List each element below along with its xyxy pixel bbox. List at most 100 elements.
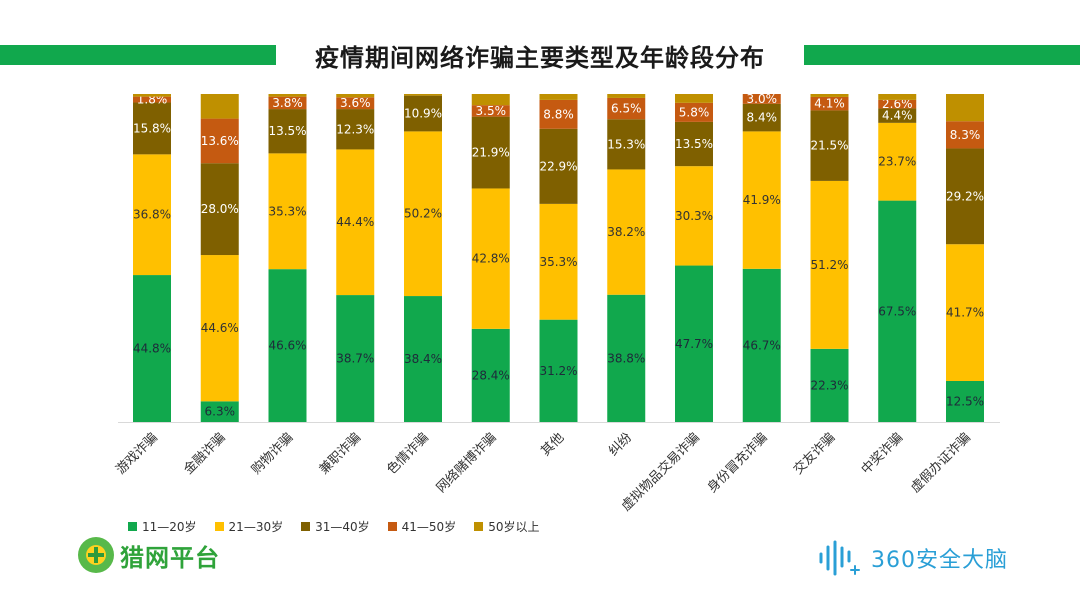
data-label: 38.2% [607, 225, 645, 239]
data-label: 46.7% [743, 338, 781, 352]
bar-segment [607, 97, 646, 120]
bar-segment [878, 200, 917, 422]
bar-segment [133, 94, 171, 97]
legend-label: 50岁以上 [488, 519, 540, 534]
category-label: 纠纷 [606, 430, 635, 459]
legend-swatch [128, 521, 137, 531]
bar-segment [471, 116, 510, 189]
bar-segment [946, 148, 984, 245]
stacked-bar-chart: 44.8%36.8%15.8%1.8%游戏诈骗6.3%44.6%28.0%13.… [113, 94, 1000, 515]
legend-label: 41—50岁 [401, 519, 457, 534]
bar-segment [946, 121, 984, 149]
bar-segment [675, 166, 713, 266]
data-label: 38.4% [404, 352, 442, 366]
data-label: 8.4% [747, 111, 778, 125]
bar-segment [878, 94, 917, 100]
bar-segment [133, 275, 171, 422]
bar-segment [607, 169, 646, 295]
data-label: 28.4% [472, 368, 510, 382]
data-label: 8.8% [543, 107, 574, 121]
bar-segment [471, 328, 510, 422]
data-label: 44.6% [201, 321, 239, 335]
bar-segment [336, 97, 375, 110]
data-label: 4.4% [882, 109, 913, 123]
data-label: 5.8% [679, 105, 710, 119]
bar-segment [946, 94, 984, 122]
bar-segment [810, 348, 849, 422]
bar-segment [539, 319, 578, 422]
data-label: 2.6% [882, 97, 913, 111]
data-label: 4.1% [814, 97, 845, 111]
bar-segment [539, 203, 578, 320]
category-label: 购物诈骗 [248, 430, 296, 478]
bar-segment [607, 94, 646, 98]
data-label: 46.6% [268, 339, 306, 353]
title-bar-left [0, 45, 276, 65]
data-label: 44.4% [336, 215, 374, 229]
data-label: 3.8% [272, 96, 303, 110]
bar-segment [133, 154, 171, 276]
data-label: 3.5% [476, 104, 507, 118]
bar-segment [878, 108, 917, 123]
bar-segment [200, 255, 239, 402]
bar-segment [742, 94, 781, 104]
bar-segment [742, 103, 781, 132]
bar-segment [539, 128, 578, 204]
bar-segment [336, 109, 375, 150]
category-label: 虚假办证诈骗 [908, 430, 974, 496]
legend-item: 21—30岁 [214, 518, 284, 535]
data-label: 23.7% [878, 155, 916, 169]
bar-segment [878, 99, 917, 109]
bar-segment [946, 244, 984, 381]
bar-segment [133, 96, 171, 103]
bar-segment [404, 131, 442, 297]
data-label: 6.5% [611, 102, 642, 116]
bar-segment [607, 119, 646, 170]
bar-segment [742, 131, 781, 269]
bar-segment [810, 180, 849, 349]
data-label: 50.2% [404, 207, 442, 221]
bar-segment [268, 269, 307, 422]
bar-segment [336, 295, 375, 422]
data-label: 29.2% [946, 189, 984, 203]
data-label: 42.8% [472, 252, 510, 266]
bar-segment [810, 110, 849, 181]
category-label: 色情诈骗 [384, 430, 432, 478]
legend-swatch [301, 521, 311, 531]
bar-segment [471, 188, 510, 329]
liewang-logo: 猎网平台 [78, 537, 220, 573]
bar-segment [810, 94, 849, 97]
bar-segment [336, 149, 375, 296]
data-label: 13.5% [675, 137, 713, 151]
data-label: 12.3% [336, 122, 374, 136]
bar-segment [675, 265, 713, 422]
data-label: 35.3% [539, 255, 577, 269]
category-label: 交友诈骗 [790, 430, 838, 478]
data-label: 31.2% [539, 364, 577, 378]
bar-segment [200, 401, 239, 422]
legend-swatch [474, 521, 484, 531]
category-label: 身份冒充诈骗 [704, 430, 770, 496]
360-brain-logo-text: 360安全大脑 [871, 548, 1008, 573]
legend-item: 41—50岁 [387, 518, 457, 535]
liewang-badge-icon [78, 537, 114, 573]
data-label: 22.9% [539, 159, 577, 173]
chart-title: 疫情期间网络诈骗主要类型及年龄段分布 [315, 44, 765, 72]
data-label: 38.8% [607, 351, 645, 365]
bar-segment [539, 99, 578, 129]
bar-segment [946, 381, 984, 422]
bar-segment [200, 163, 239, 256]
data-label: 22.3% [810, 378, 848, 392]
bar-segment [200, 94, 239, 119]
data-label: 8.3% [950, 128, 981, 142]
legend-swatch [387, 521, 397, 531]
legend-label: 21—30岁 [228, 519, 284, 534]
sound-wave-icon [819, 540, 860, 576]
bar-segment [200, 118, 239, 164]
data-label: 38.7% [336, 352, 374, 366]
category-label: 金融诈骗 [180, 430, 228, 478]
category-label: 兼职诈骗 [317, 430, 364, 477]
category-label: 中奖诈骗 [859, 430, 906, 477]
data-label: 6.3% [205, 405, 236, 419]
bar-segment [878, 122, 917, 201]
